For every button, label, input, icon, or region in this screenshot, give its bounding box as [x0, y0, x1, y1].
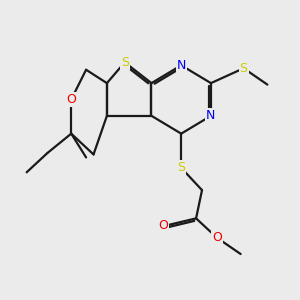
- Text: O: O: [158, 219, 168, 232]
- Text: S: S: [121, 56, 129, 69]
- Text: N: N: [176, 59, 186, 72]
- Text: O: O: [212, 231, 222, 244]
- Text: N: N: [206, 109, 216, 122]
- Text: S: S: [240, 62, 248, 75]
- Text: O: O: [66, 93, 76, 106]
- Text: S: S: [177, 161, 185, 174]
